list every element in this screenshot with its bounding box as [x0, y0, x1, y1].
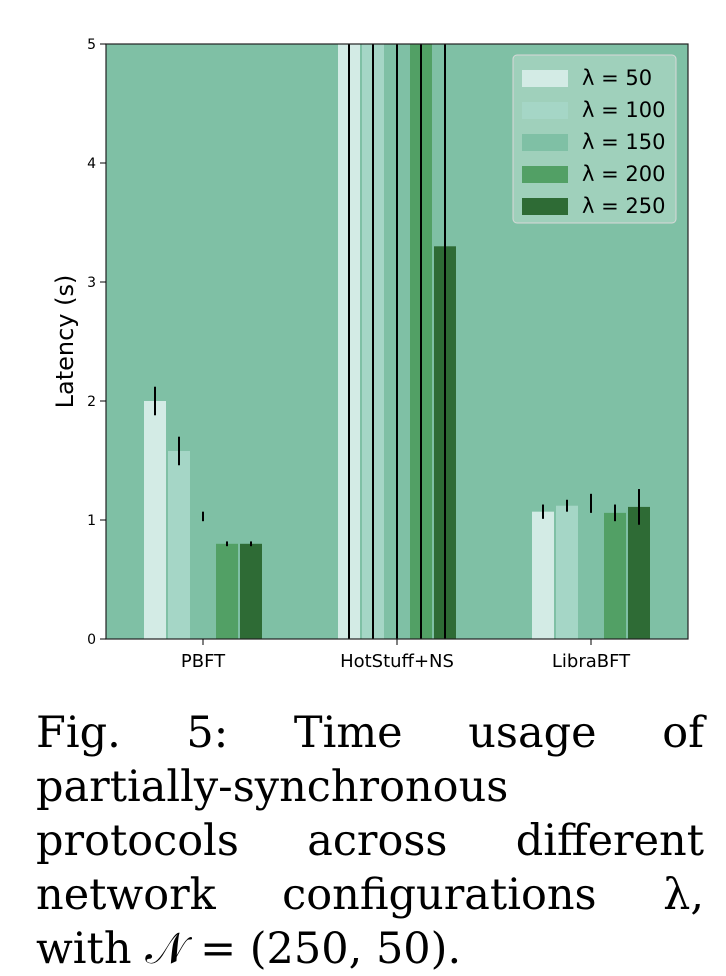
y-tick-label: 4: [87, 156, 96, 172]
legend-label: λ = 50: [582, 66, 652, 90]
legend-label: λ = 100: [582, 98, 665, 122]
caption-text: Time usage of partially-synchronous prot…: [36, 708, 705, 974]
y-tick-label: 5: [87, 37, 96, 53]
legend-swatch: [522, 102, 568, 119]
legend-label: λ = 150: [582, 130, 665, 154]
caption-label: Fig. 5:: [36, 708, 229, 758]
y-tick-label: 3: [87, 275, 96, 291]
bar-librabft-series-3: [580, 503, 602, 639]
legend-swatch: [522, 134, 568, 151]
bar-pbft-series-1: [144, 401, 166, 639]
y-tick-label: 1: [87, 513, 96, 529]
x-tick-label: PBFT: [181, 651, 226, 672]
bar-pbft-series-2: [168, 450, 190, 639]
x-tick-label: LibraBFT: [552, 651, 631, 672]
figure-caption: Fig. 5: Time usage of partially-synchron…: [36, 706, 704, 976]
bar-pbft-series-3: [192, 516, 214, 639]
bar-librabft-series-4: [604, 512, 626, 639]
legend-label: λ = 250: [582, 194, 665, 218]
y-axis-label: Latency (s): [51, 275, 79, 409]
bar-librabft-series-5: [628, 506, 650, 639]
bar-chart: 0 1 2 3 4 5 PBFT HotStuff+NS LibraBFT Latency (s)…: [51, 37, 689, 672]
y-tick-label: 0: [87, 632, 96, 648]
legend-swatch: [522, 70, 568, 87]
x-tick-label: HotStuff+NS: [340, 651, 454, 672]
y-tick-label: 2: [87, 394, 96, 410]
bar-pbft-series-4: [216, 543, 238, 639]
legend-label: λ = 200: [582, 162, 665, 186]
legend-swatch: [522, 198, 568, 215]
bar-librabft-series-1: [532, 511, 554, 639]
legend-swatch: [522, 166, 568, 183]
bar-librabft-series-2: [556, 505, 578, 639]
bar-pbft-series-5: [240, 543, 262, 639]
